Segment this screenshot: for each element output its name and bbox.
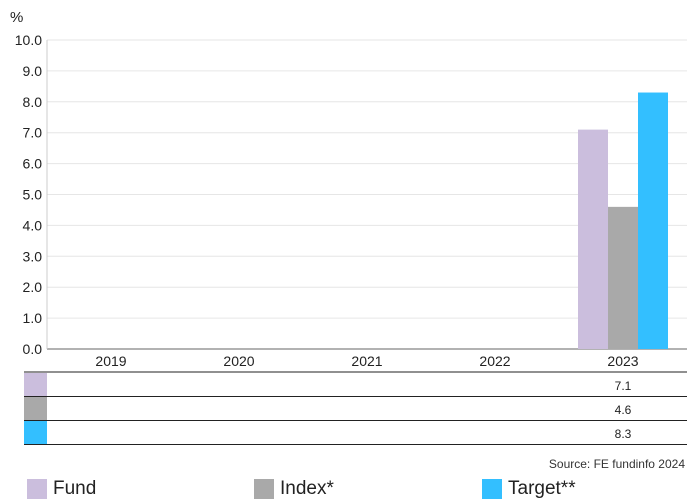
y-tick-label: 1.0 (23, 310, 43, 326)
x-tick-label: 2022 (479, 353, 510, 369)
x-axis-ticks: 2019 2020 2021 2022 2023 (95, 353, 638, 369)
bar (608, 206, 638, 349)
x-tick-label: 2020 (223, 353, 254, 369)
y-tick-label: 0.0 (23, 341, 43, 357)
legend-swatch-fund (27, 479, 47, 499)
y-tick-label: 3.0 (23, 248, 43, 264)
x-tick-label: 2023 (607, 353, 638, 369)
legend-label-target: Target** (508, 478, 576, 499)
legend: Fund Index* Target** (0, 478, 687, 500)
bar (578, 129, 608, 349)
legend-item-fund: Fund (27, 478, 96, 500)
legend-swatch-index (254, 479, 274, 499)
gridlines (46, 39, 687, 350)
y-tick-label: 8.0 (23, 94, 43, 110)
table-row-swatch (24, 373, 47, 396)
y-tick-label: 6.0 (23, 156, 43, 172)
y-tick-label: 2.0 (23, 279, 43, 295)
y-axis-ticks: 0.0 1.0 2.0 3.0 4.0 5.0 6.0 7.0 8.0 9.0 10.0 (15, 32, 42, 357)
y-tick-label: 7.0 (23, 125, 43, 141)
y-axis-unit-label: % (10, 9, 23, 26)
y-tick-label: 4.0 (23, 217, 43, 233)
legend-label-fund: Fund (53, 478, 97, 499)
x-tick-label: 2021 (351, 353, 382, 369)
x-tick-label: 2019 (95, 353, 126, 369)
data-label: 8.3 (615, 427, 632, 441)
legend-label-index: Index* (280, 478, 334, 499)
bar-chart: % 0.0 1.0 2.0 3.0 4.0 5.0 6.0 7.0 8.0 9.0 10.0 201… (10, 9, 687, 445)
bar (638, 92, 668, 349)
y-tick-label: 5.0 (23, 187, 43, 203)
legend-item-target: Target** (482, 478, 576, 500)
data-label: 7.1 (615, 379, 632, 393)
legend-swatch-target (482, 479, 502, 499)
legend-item-index: Index* (254, 478, 334, 500)
table-row-swatch (24, 397, 47, 420)
bars (578, 92, 668, 349)
source-note: Source: FE fundinfo 2024 (548, 457, 685, 471)
table-row-swatch (24, 421, 47, 444)
y-tick-label: 10.0 (15, 32, 42, 48)
data-label: 4.6 (615, 403, 632, 417)
data-table: 7.1 4.6 8.3 (24, 371, 687, 445)
y-tick-label: 9.0 (23, 63, 43, 79)
